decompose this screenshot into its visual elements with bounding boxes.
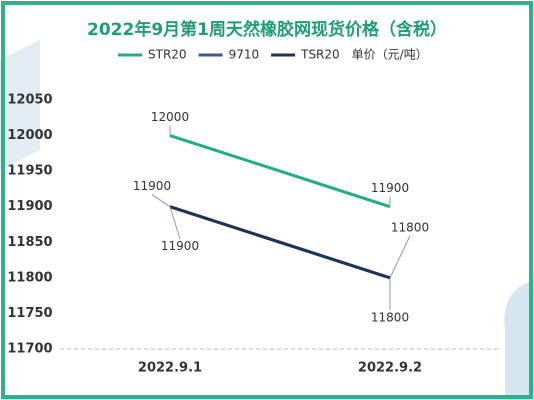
- data-label: 11900: [161, 239, 199, 253]
- legend-label: TSR20: [300, 48, 340, 62]
- y-tick-label: 12050: [7, 93, 52, 108]
- y-tick-label: 11950: [7, 164, 52, 179]
- label-leader: [151, 194, 171, 208]
- label-leader: [389, 235, 411, 279]
- legend: STR20 9710 TSR20 单价（元/吨）: [118, 48, 428, 62]
- legend-label: 9710: [229, 48, 260, 62]
- data-label: 12000: [151, 110, 189, 124]
- y-tick-label: 11800: [7, 270, 52, 285]
- unit-label: 单价（元/吨）: [352, 48, 428, 62]
- data-label: 11800: [391, 220, 429, 234]
- x-tick-label: 2022.9.1: [138, 361, 202, 376]
- label-leader: [169, 206, 181, 239]
- data-label: 11900: [133, 179, 171, 193]
- series-line: [169, 134, 391, 209]
- decor: [0, 40, 40, 170]
- legend-label: STR20: [148, 48, 187, 62]
- x-tick-label: 2022.9.2: [358, 361, 422, 376]
- data-label: 11800: [371, 310, 409, 324]
- y-tick-label: 11700: [7, 342, 52, 357]
- y-tick-label: 12000: [7, 128, 52, 143]
- decor: [504, 280, 534, 400]
- chart-title: 2022年9月第1周天然橡胶网现货价格（含税）: [87, 19, 447, 40]
- y-tick-label: 11850: [7, 235, 52, 250]
- y-tick-label: 11750: [7, 306, 52, 321]
- y-tick-label: 11900: [7, 199, 52, 214]
- series-line: [169, 205, 391, 280]
- data-label: 11900: [371, 181, 409, 195]
